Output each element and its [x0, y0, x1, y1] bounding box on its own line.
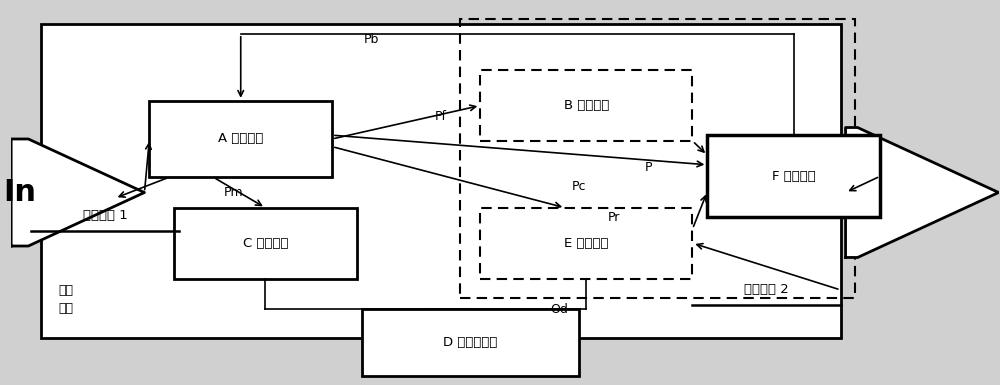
Text: In: In: [3, 178, 36, 207]
Text: A 参数变换: A 参数变换: [218, 132, 263, 146]
Polygon shape: [11, 139, 144, 246]
Bar: [362, 309, 579, 376]
Bar: [174, 208, 357, 278]
Text: 调用
模块: 调用 模块: [58, 284, 73, 315]
Polygon shape: [846, 127, 999, 258]
Text: Od: Od: [550, 303, 568, 316]
Text: Pf: Pf: [435, 110, 447, 122]
Text: C 函数调用: C 函数调用: [243, 237, 288, 249]
Text: 有关变量 2: 有关变量 2: [744, 283, 789, 296]
Text: E 信息整理: E 信息整理: [564, 237, 609, 249]
Text: 有关变量 1: 有关变量 1: [83, 209, 127, 222]
Bar: [707, 135, 880, 218]
Bar: [149, 101, 332, 177]
Bar: [460, 18, 855, 298]
Text: F 核心功运: F 核心功运: [772, 170, 816, 183]
Text: Pm: Pm: [224, 186, 243, 199]
Text: Pb: Pb: [364, 33, 379, 46]
Bar: [480, 70, 692, 141]
Bar: [41, 24, 841, 338]
Text: D 被调用模块: D 被调用模块: [443, 336, 498, 349]
Text: Out: Out: [821, 178, 883, 207]
Bar: [480, 208, 692, 278]
Text: P: P: [644, 161, 652, 174]
Text: B 前置功运: B 前置功运: [564, 99, 609, 112]
Text: Pr: Pr: [607, 211, 620, 224]
Text: Pc: Pc: [572, 180, 586, 193]
